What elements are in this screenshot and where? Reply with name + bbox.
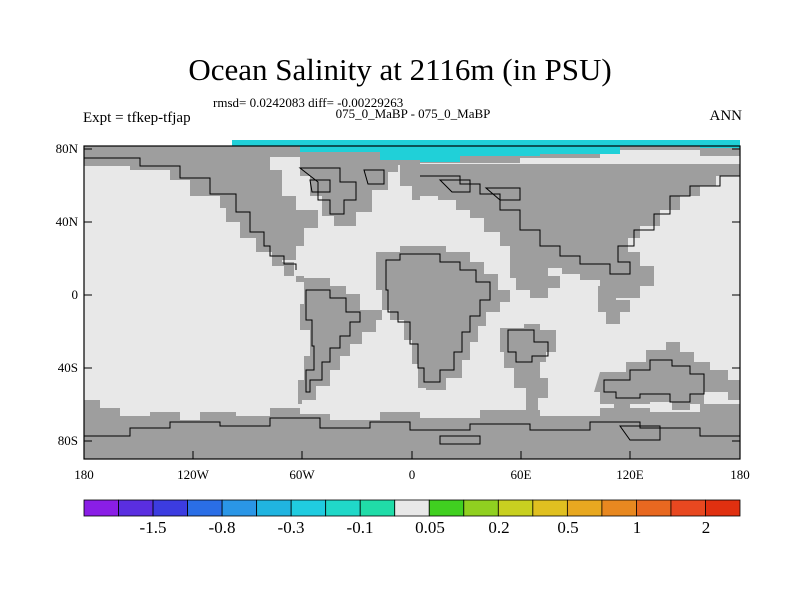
colorbar-label: 0.5 <box>557 518 579 537</box>
arabia <box>510 256 560 298</box>
colorbar-label: -0.1 <box>346 518 374 537</box>
colorbar-segment <box>566 499 603 517</box>
colorbar-label: -1.5 <box>139 518 167 537</box>
x-tick-label: 180 <box>730 467 750 482</box>
colorbar-segment <box>463 499 499 517</box>
colorbar-segment <box>187 499 223 517</box>
season-label: ANN <box>709 108 743 124</box>
x-tick-label: 180 <box>74 467 94 482</box>
australia <box>594 342 716 410</box>
greenland <box>300 158 398 226</box>
colorbar-label: -0.8 <box>208 518 236 537</box>
pacific-islands <box>708 370 740 400</box>
y-tick-label: 40N <box>55 214 78 229</box>
colorbar-segment <box>83 499 119 517</box>
x-tick-label: 120W <box>177 467 209 482</box>
colorbar-label: 0.05 <box>415 518 445 537</box>
chart-title: Ocean Salinity at 2116m (in PSU) <box>188 52 612 87</box>
x-tick-label: 120E <box>616 467 644 482</box>
colorbar-segment <box>394 499 430 517</box>
colorbar-segment <box>221 499 258 517</box>
colorbar-segment <box>670 499 706 517</box>
colorbar-label: -0.3 <box>277 518 305 537</box>
y-tick-label: 0 <box>71 287 79 302</box>
colorbar-segment <box>118 499 154 517</box>
colorbar-label: 1 <box>632 518 642 537</box>
y-tick-label: 80S <box>57 433 78 448</box>
x-tick-label: 60W <box>289 467 315 482</box>
y-tick-marks <box>84 148 740 442</box>
central-america <box>272 252 304 282</box>
southeast-asia <box>598 286 630 324</box>
colorbar-segment <box>325 499 361 517</box>
colorbar-label: 2 <box>701 518 711 537</box>
colorbar-segment <box>152 499 188 517</box>
colorbar-segment <box>601 499 637 517</box>
experiment-label: Expt = tfkep-tfjap <box>83 110 191 126</box>
coastlines <box>84 157 740 445</box>
x-tick-label: 0 <box>408 467 416 482</box>
stats-line: rmsd= 0.0242083 diff= -0.00229263 <box>213 95 404 110</box>
colorbar-segment <box>359 499 396 517</box>
colorbar-segment <box>636 499 672 517</box>
indian-ridge <box>500 324 556 410</box>
x-tick-label: 60E <box>510 467 532 482</box>
y-tick-label: 40S <box>57 360 78 375</box>
colorbar-segment <box>497 499 534 517</box>
eurasia <box>400 164 740 298</box>
comparison-label: 075_0_MaBP - 075_0_MaBP <box>335 106 491 121</box>
x-tick-marks <box>83 451 741 459</box>
colorbar-segment <box>532 499 568 517</box>
colorbar-segment <box>705 499 741 517</box>
y-tick-label: 80N <box>55 141 78 156</box>
colorbar-segment <box>428 499 465 517</box>
colorbar-segment <box>290 499 327 517</box>
colorbar-label: 0.2 <box>488 518 510 537</box>
north-america <box>84 150 318 264</box>
colorbar-segment <box>256 499 292 517</box>
